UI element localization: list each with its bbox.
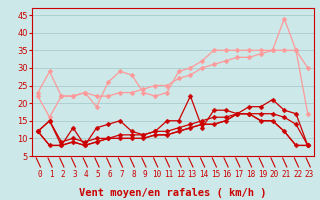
- Text: 20: 20: [269, 170, 279, 179]
- Text: 9: 9: [143, 170, 148, 179]
- Text: 15: 15: [211, 170, 220, 179]
- Text: 21: 21: [281, 170, 291, 179]
- Text: 12: 12: [176, 170, 185, 179]
- Text: 19: 19: [258, 170, 267, 179]
- Text: 18: 18: [246, 170, 255, 179]
- Text: 5: 5: [96, 170, 100, 179]
- Text: 10: 10: [152, 170, 161, 179]
- Text: 4: 4: [84, 170, 89, 179]
- Text: 0: 0: [37, 170, 42, 179]
- Text: 7: 7: [119, 170, 124, 179]
- Text: 2: 2: [60, 170, 65, 179]
- Text: Vent moyen/en rafales ( km/h ): Vent moyen/en rafales ( km/h ): [79, 188, 267, 198]
- Text: 1: 1: [49, 170, 53, 179]
- Text: 6: 6: [108, 170, 112, 179]
- Text: 22: 22: [293, 170, 302, 179]
- Text: 13: 13: [188, 170, 196, 179]
- Text: 16: 16: [223, 170, 232, 179]
- Text: 17: 17: [234, 170, 244, 179]
- Text: 3: 3: [72, 170, 77, 179]
- Text: 11: 11: [164, 170, 173, 179]
- Text: 23: 23: [305, 170, 314, 179]
- Text: 14: 14: [199, 170, 208, 179]
- Text: 8: 8: [131, 170, 136, 179]
